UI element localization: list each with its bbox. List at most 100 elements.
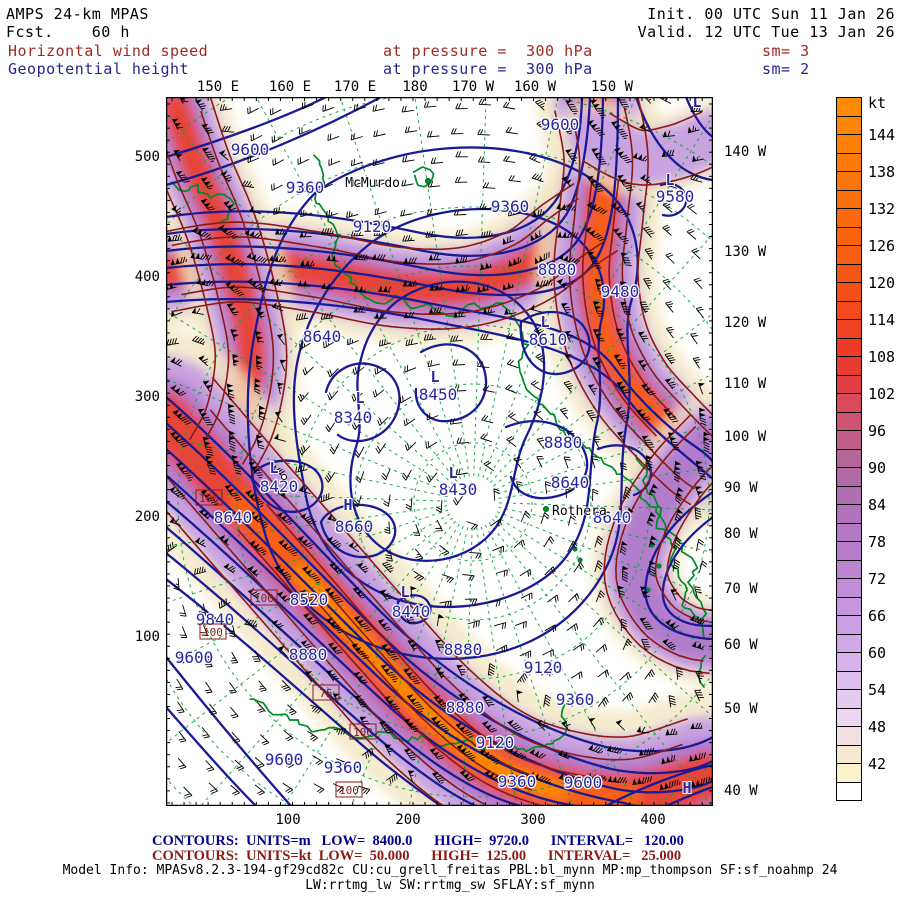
axis-label-top: 170 E <box>333 79 377 95</box>
axis-label-right: 40 W <box>724 783 758 799</box>
colorbar-cell <box>836 744 862 764</box>
axis-label-right: 100 W <box>724 429 767 445</box>
axis-label-left: 200 <box>134 509 160 525</box>
colorbar-cell <box>836 208 862 228</box>
colorbar-cell <box>836 559 862 579</box>
colorbar-tick-label: 72 <box>868 570 887 588</box>
speed-contour-label: 100 <box>199 492 219 505</box>
height-contour-label: 9120 <box>353 217 392 236</box>
height-contour-label: 9600 <box>175 648 214 667</box>
field2-smoothing: sm= 2 <box>762 60 810 78</box>
map-frame <box>166 97 713 806</box>
colorbar-cell <box>836 319 862 339</box>
colorbar-cell <box>836 189 862 209</box>
axis-label-bottom: 100 <box>275 812 301 828</box>
colorbar-cell <box>836 226 862 246</box>
height-contour-label: 9480 <box>601 282 640 301</box>
height-contour-legend: CONTOURS: UNITS=m LOW= 8400.0 HIGH= 9720… <box>152 833 684 849</box>
height-contour-label: 8610 <box>529 330 568 349</box>
colorbar-cell <box>836 411 862 431</box>
colorbar-cell <box>836 152 862 172</box>
field1-name: Horizontal wind speed <box>8 42 209 60</box>
axis-label-right: 60 W <box>724 637 758 653</box>
pole-marker <box>281 474 287 480</box>
high-center-marker: H <box>682 779 691 797</box>
init-time: Init. 00 UTC Sun 11 Jan 26 <box>647 5 895 23</box>
height-contour-label: 8880 <box>289 645 328 664</box>
axis-label-right: 130 W <box>724 244 767 260</box>
axis-label-right: 70 W <box>724 581 758 597</box>
height-contour-label: 9360 <box>491 197 530 216</box>
colorbar-cell <box>836 356 862 376</box>
height-contour-label: 8660 <box>335 517 374 536</box>
colorbar-tick-label: 54 <box>868 681 887 699</box>
low-center-marker: L <box>269 459 278 477</box>
axis-label-right: 90 W <box>724 480 758 496</box>
colorbar-cell <box>836 171 862 191</box>
colorbar-cell <box>836 689 862 709</box>
high-center-marker: H <box>343 496 352 514</box>
colorbar-cell <box>836 652 862 672</box>
colorbar-tick-label: 48 <box>868 718 887 736</box>
colorbar-tick-label: 42 <box>868 755 887 773</box>
height-contour-label: 9360 <box>286 178 325 197</box>
colorbar-cell <box>836 337 862 357</box>
colorbar-tick-label: 102 <box>868 385 896 403</box>
colorbar-tick-label: 96 <box>868 422 887 440</box>
colorbar-cell <box>836 726 862 746</box>
page-title: AMPS 24-km MPAS <box>6 5 149 23</box>
colorbar-cell <box>836 115 862 135</box>
colorbar-unit: kt <box>868 94 887 112</box>
colorbar-cell <box>836 448 862 468</box>
axis-label-right: 120 W <box>724 315 767 331</box>
height-contour-label: 9600 <box>265 750 304 769</box>
height-contour-label: 9360 <box>498 772 537 791</box>
station-dot <box>542 505 550 513</box>
speed-contour-label: 75 <box>319 687 332 700</box>
low-center-marker: L <box>665 171 674 189</box>
axis-label-right: 50 W <box>724 701 758 717</box>
height-contour-label: 9120 <box>476 733 515 752</box>
axis-label-top: 160 W <box>513 79 557 95</box>
forecast-hour: Fcst. 60 h <box>6 23 130 41</box>
field2-level: at pressure = 300 hPa <box>383 60 593 78</box>
colorbar-cell <box>836 430 862 450</box>
colorbar-cell <box>836 707 862 727</box>
axis-label-top: 180 <box>402 79 428 95</box>
height-contour-label: 9360 <box>556 690 595 709</box>
height-contour-label: 8430 <box>439 480 478 499</box>
station-label: McMurdo <box>345 176 400 191</box>
axis-label-left: 500 <box>134 149 160 165</box>
height-contour-label: 9600 <box>231 140 270 159</box>
model-info-line1: Model Info: MPASv8.2.3-194-gf29cd82c CU:… <box>62 863 838 878</box>
axis-label-left: 100 <box>134 629 160 645</box>
colorbar-tick-label: 126 <box>868 237 896 255</box>
colorbar-tick-label: 138 <box>868 163 896 181</box>
colorbar-cell <box>836 263 862 283</box>
colorbar-cell <box>836 522 862 542</box>
station-dot <box>424 177 432 185</box>
colorbar-cell <box>836 300 862 320</box>
axis-label-right: 110 W <box>724 376 767 392</box>
height-contour-label: 8440 <box>392 602 431 621</box>
height-contour-label: 9360 <box>324 758 363 777</box>
axis-label-top: 150 W <box>590 79 634 95</box>
colorbar-cell <box>836 596 862 616</box>
axis-label-top: 150 E <box>196 79 240 95</box>
height-contour-label: 9580 <box>656 187 695 206</box>
height-contour-label: 8880 <box>444 640 483 659</box>
height-contour-label: 8880 <box>544 433 583 452</box>
field1-smoothing: sm= 3 <box>762 42 810 60</box>
height-contour-label: 9600 <box>564 773 603 792</box>
colorbar-tick-label: 78 <box>868 533 887 551</box>
height-contour-label: 8640 <box>303 327 342 346</box>
height-contour-label: 9600 <box>541 115 580 134</box>
colorbar-tick-label: 66 <box>868 607 887 625</box>
speed-contour-legend: CONTOURS: UNITS=kt LOW= 50.000 HIGH= 125… <box>152 848 682 864</box>
speed-contour-label: 100 <box>339 784 359 797</box>
colorbar-cell <box>836 633 862 653</box>
height-contour-label: 8340 <box>334 408 373 427</box>
field1-level: at pressure = 300 hPa <box>383 42 593 60</box>
colorbar-cell <box>836 282 862 302</box>
